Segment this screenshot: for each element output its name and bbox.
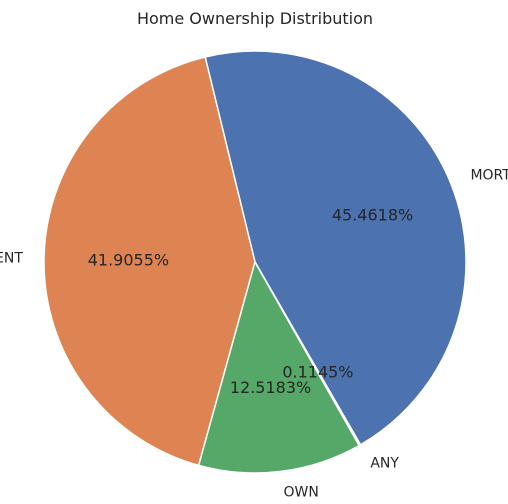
slice-percent-own: 12.5183% [230,378,311,397]
slice-percent-rent: 41.9055% [88,250,169,269]
pie-slice-own [197,260,361,474]
pie-slice-any [254,261,362,447]
chart-title: Home Ownership Distribution [137,9,373,28]
pie-slice-rent [43,56,256,467]
pie-slices [43,50,467,474]
slice-label-mortgage: MORTGAGE [470,168,508,184]
slice-label-any: ANY [370,455,399,471]
slice-percent-mortgage: 45.4618% [332,205,413,224]
pie-labels: MORTGAGE 45.4618% RENT 41.9055% OWN 12.5183% A… [0,168,508,501]
pie-slice-mortgage [204,50,467,446]
slice-percent-any: 0.1145% [282,362,353,381]
slice-label-rent: RENT [0,250,23,266]
slice-label-own: OWN [284,484,319,500]
